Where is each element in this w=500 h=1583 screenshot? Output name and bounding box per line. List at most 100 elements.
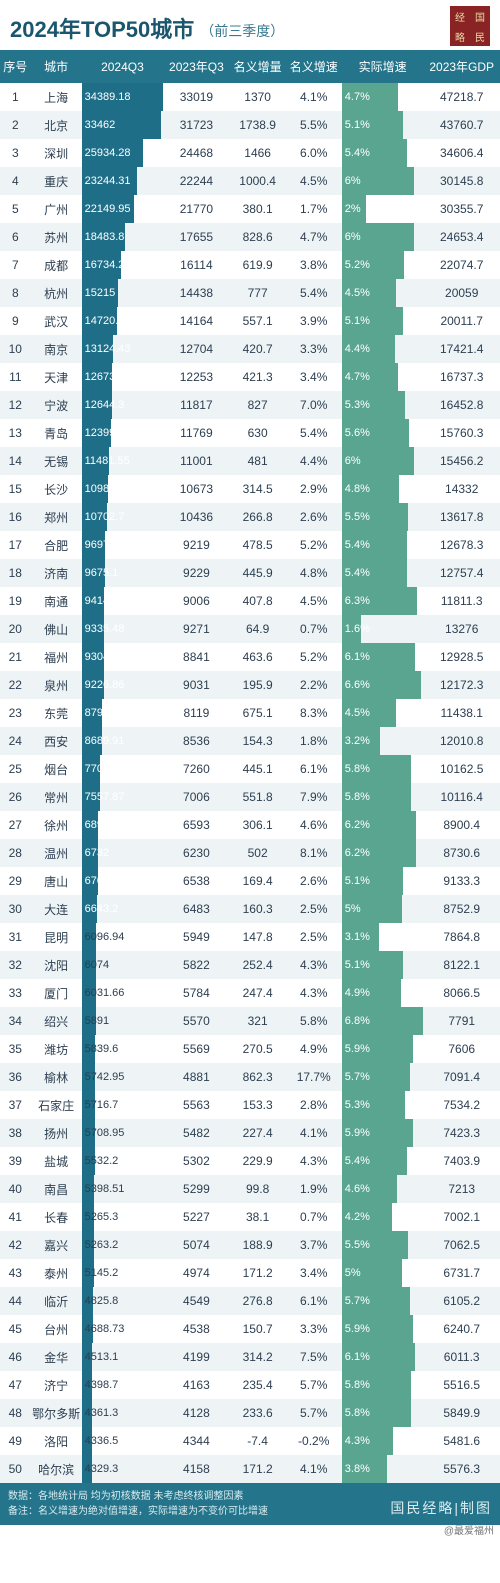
cell-real_growth: 5.3% (342, 1091, 424, 1119)
table-row: 4重庆23244.31222441000.44.5%6%30145.8 (0, 167, 500, 195)
cell-gdp2023: 7606 (423, 1035, 500, 1063)
cell-delta: 266.8 (230, 503, 286, 531)
table-row: 44临沂4825.84549276.86.1%5.7%6105.2 (0, 1287, 500, 1315)
cell-rank: 20 (0, 615, 31, 643)
cell-q2024: 5532.2 (82, 1147, 164, 1175)
table-row: 33厦门6031.665784247.44.3%4.9%8066.5 (0, 979, 500, 1007)
cell-nom_growth: 2.5% (286, 923, 342, 951)
cell-rank: 7 (0, 251, 31, 279)
cell-rank: 23 (0, 699, 31, 727)
cell-q2023: 5299 (163, 1175, 229, 1203)
cell-nom_growth: 2.5% (286, 895, 342, 923)
table-row: 34绍兴589155703215.8%6.8%7791 (0, 1007, 500, 1035)
cell-city: 南昌 (31, 1175, 82, 1203)
cell-nom_growth: -0.2% (286, 1427, 342, 1455)
cell-nom_growth: 17.7% (286, 1063, 342, 1091)
cell-real_growth: 5.7% (342, 1063, 424, 1091)
cell-delta: 675.1 (230, 699, 286, 727)
credit2: @最爱福州 (444, 1524, 494, 1539)
table-row: 40南昌5398.51529999.81.9%4.6%7213 (0, 1175, 500, 1203)
cell-delta: 557.1 (230, 307, 286, 335)
cell-nom_growth: 6.1% (286, 1287, 342, 1315)
cell-real_growth: 5.8% (342, 755, 424, 783)
cell-nom_growth: 4.4% (286, 447, 342, 475)
cell-delta: 380.1 (230, 195, 286, 223)
table-row: 23东莞8793.798119675.18.3%4.5%11438.1 (0, 699, 500, 727)
cell-q2024: 16734.2 (82, 251, 164, 279)
cell-q2024: 8793.79 (82, 699, 164, 727)
cell-q2023: 5302 (163, 1147, 229, 1175)
cell-delta: 463.6 (230, 643, 286, 671)
col-city: 城市 (31, 50, 82, 83)
cell-nom_growth: 8.3% (286, 699, 342, 727)
cell-nom_growth: 3.4% (286, 363, 342, 391)
cell-delta: 153.3 (230, 1091, 286, 1119)
cell-gdp2023: 7002.1 (423, 1203, 500, 1231)
cell-q2023: 6593 (163, 811, 229, 839)
cell-q2024: 4825.8 (82, 1287, 164, 1315)
cell-q2024: 5891 (82, 1007, 164, 1035)
cell-city: 扬州 (31, 1119, 82, 1147)
cell-gdp2023: 6731.7 (423, 1259, 500, 1287)
cell-nom_growth: 2.6% (286, 867, 342, 895)
cell-q2023: 10673 (163, 475, 229, 503)
cell-q2023: 5563 (163, 1091, 229, 1119)
cell-city: 南京 (31, 335, 82, 363)
cell-q2024: 6899.37 (82, 811, 164, 839)
cell-city: 西安 (31, 727, 82, 755)
cell-rank: 32 (0, 951, 31, 979)
table-row: 17合肥9697.19219478.55.2%5.4%12678.3 (0, 531, 500, 559)
cell-q2023: 14164 (163, 307, 229, 335)
cell-nom_growth: 4.6% (286, 811, 342, 839)
cell-real_growth: 5.4% (342, 531, 424, 559)
cell-rank: 8 (0, 279, 31, 307)
cell-gdp2023: 5481.6 (423, 1427, 500, 1455)
cell-city: 金华 (31, 1343, 82, 1371)
cell-city: 盐城 (31, 1147, 82, 1175)
cell-rank: 31 (0, 923, 31, 951)
cell-real_growth: 1.6% (342, 615, 424, 643)
cell-gdp2023: 22074.7 (423, 251, 500, 279)
cell-real_growth: 5.8% (342, 1371, 424, 1399)
cell-q2024: 9335.48 (82, 615, 164, 643)
publisher-logo: 经 国 略 民 (450, 6, 490, 46)
cell-q2024: 5145.2 (82, 1259, 164, 1287)
cell-real_growth: 6.1% (342, 643, 424, 671)
cell-delta: -7.4 (230, 1427, 286, 1455)
cell-real_growth: 5% (342, 895, 424, 923)
cell-city: 无锡 (31, 447, 82, 475)
cell-q2024: 4398.7 (82, 1371, 164, 1399)
col-gdp2023: 2023年GDP (423, 50, 500, 83)
cell-rank: 1 (0, 83, 31, 111)
cell-nom_growth: 3.7% (286, 1231, 342, 1259)
cell-city: 榆林 (31, 1063, 82, 1091)
cell-nom_growth: 4.3% (286, 979, 342, 1007)
cell-delta: 478.5 (230, 531, 286, 559)
cell-q2024: 8689.91 (82, 727, 164, 755)
cell-q2023: 9006 (163, 587, 229, 615)
cell-q2023: 4974 (163, 1259, 229, 1287)
cell-q2024: 18483.8 (82, 223, 164, 251)
table-row: 3深圳25934.282446814666.0%5.4%34606.4 (0, 139, 500, 167)
cell-real_growth: 4.9% (342, 979, 424, 1007)
cell-q2023: 9271 (163, 615, 229, 643)
cell-real_growth: 6.3% (342, 587, 424, 615)
cell-real_growth: 6.2% (342, 811, 424, 839)
cell-city: 福州 (31, 643, 82, 671)
table-row: 36榆林5742.954881862.317.7%5.7%7091.4 (0, 1063, 500, 1091)
cell-gdp2023: 7213 (423, 1175, 500, 1203)
cell-q2023: 4538 (163, 1315, 229, 1343)
cell-q2024: 9304.57 (82, 643, 164, 671)
cell-rank: 11 (0, 363, 31, 391)
cell-real_growth: 4.3% (342, 1427, 424, 1455)
cell-delta: 150.7 (230, 1315, 286, 1343)
table-row: 12宁波12644.3118178277.0%5.3%16452.8 (0, 391, 500, 419)
cell-gdp2023: 30145.8 (423, 167, 500, 195)
cell-city: 大连 (31, 895, 82, 923)
cell-q2023: 9031 (163, 671, 229, 699)
table-row: 32沈阳60745822252.44.3%5.1%8122.1 (0, 951, 500, 979)
cell-city: 深圳 (31, 139, 82, 167)
cell-real_growth: 5.1% (342, 867, 424, 895)
col-q2024: 2024Q3 (82, 50, 164, 83)
cell-delta: 445.1 (230, 755, 286, 783)
